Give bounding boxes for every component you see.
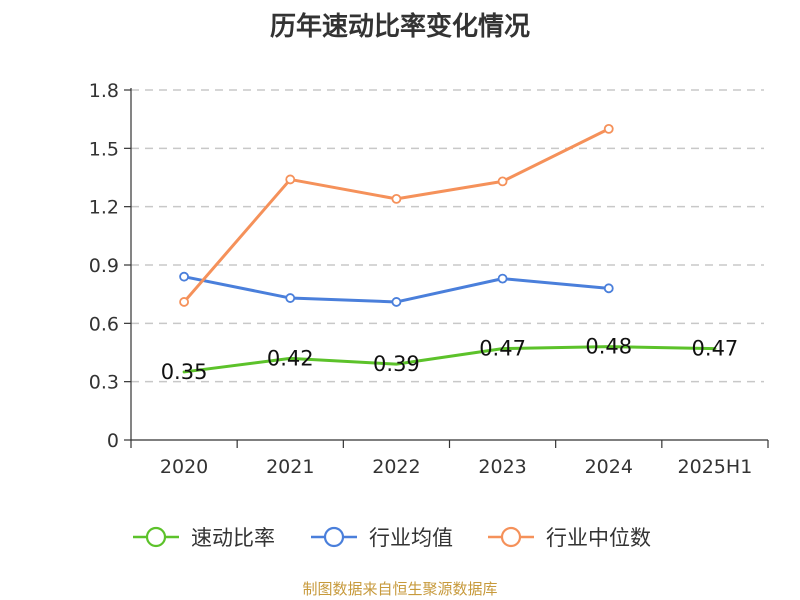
- data-point: [497, 176, 508, 187]
- data-point: [603, 283, 614, 294]
- data-point: [391, 193, 402, 204]
- chart-title: 历年速动比率变化情况: [269, 12, 530, 42]
- series-line: [182, 127, 611, 304]
- x-tick-label: 2024: [585, 456, 633, 478]
- axes: 0 0.3 0.6 0.9 1.2 1.5 1.8 2020 2021 2022 2023 2024 2…: [89, 80, 769, 478]
- data-label: 0.42: [267, 346, 314, 370]
- series-line: [182, 345, 717, 374]
- data-label: 0.39: [373, 352, 420, 376]
- data-point: [285, 174, 296, 185]
- data-point: [179, 297, 189, 307]
- data-label: 0.35: [161, 360, 208, 384]
- y-tick-label: 0.6: [89, 313, 119, 335]
- data-label: 0.47: [692, 337, 739, 361]
- data-label: 0.48: [585, 335, 632, 359]
- data-point: [179, 271, 189, 282]
- x-tick-label: 2022: [372, 456, 420, 478]
- y-tick-label: 1.8: [89, 80, 119, 102]
- legend-marker: [145, 526, 167, 548]
- legend[interactable]: 速动比率 行业均值 行业中位数: [133, 526, 651, 550]
- grid-lines: [131, 89, 764, 383]
- source-note: 制图数据来自恒生聚源数据库: [302, 580, 498, 598]
- data-label: 0.47: [479, 337, 526, 361]
- legend-item[interactable]: 行业均值: [311, 526, 453, 550]
- x-tick-label: 2021: [266, 456, 314, 478]
- data-labels: 0.35 0.42 0.39 0.47 0.48 0.47: [161, 335, 739, 384]
- y-tick-label: 0.3: [89, 372, 119, 394]
- y-tick-label: 0.9: [89, 255, 119, 277]
- legend-item[interactable]: 速动比率: [133, 526, 275, 550]
- legend-marker: [500, 526, 522, 548]
- legend-label: 速动比率: [191, 526, 275, 550]
- legend-label: 行业中位数: [546, 526, 651, 550]
- y-tick-label: 0: [107, 430, 119, 452]
- data-point: [497, 273, 508, 284]
- series-layer: [179, 123, 717, 374]
- x-tick-label: 2020: [160, 456, 208, 478]
- data-point: [603, 123, 614, 134]
- x-tick-label: 2023: [478, 456, 526, 478]
- x-tick-label: 2025H1: [678, 456, 753, 478]
- legend-marker: [323, 526, 345, 548]
- y-tick-label: 1.2: [89, 197, 119, 219]
- y-tick-label: 1.5: [89, 138, 119, 160]
- data-point: [285, 293, 296, 303]
- data-point: [391, 297, 402, 307]
- legend-item[interactable]: 行业中位数: [488, 526, 651, 550]
- legend-label: 行业均值: [369, 526, 453, 550]
